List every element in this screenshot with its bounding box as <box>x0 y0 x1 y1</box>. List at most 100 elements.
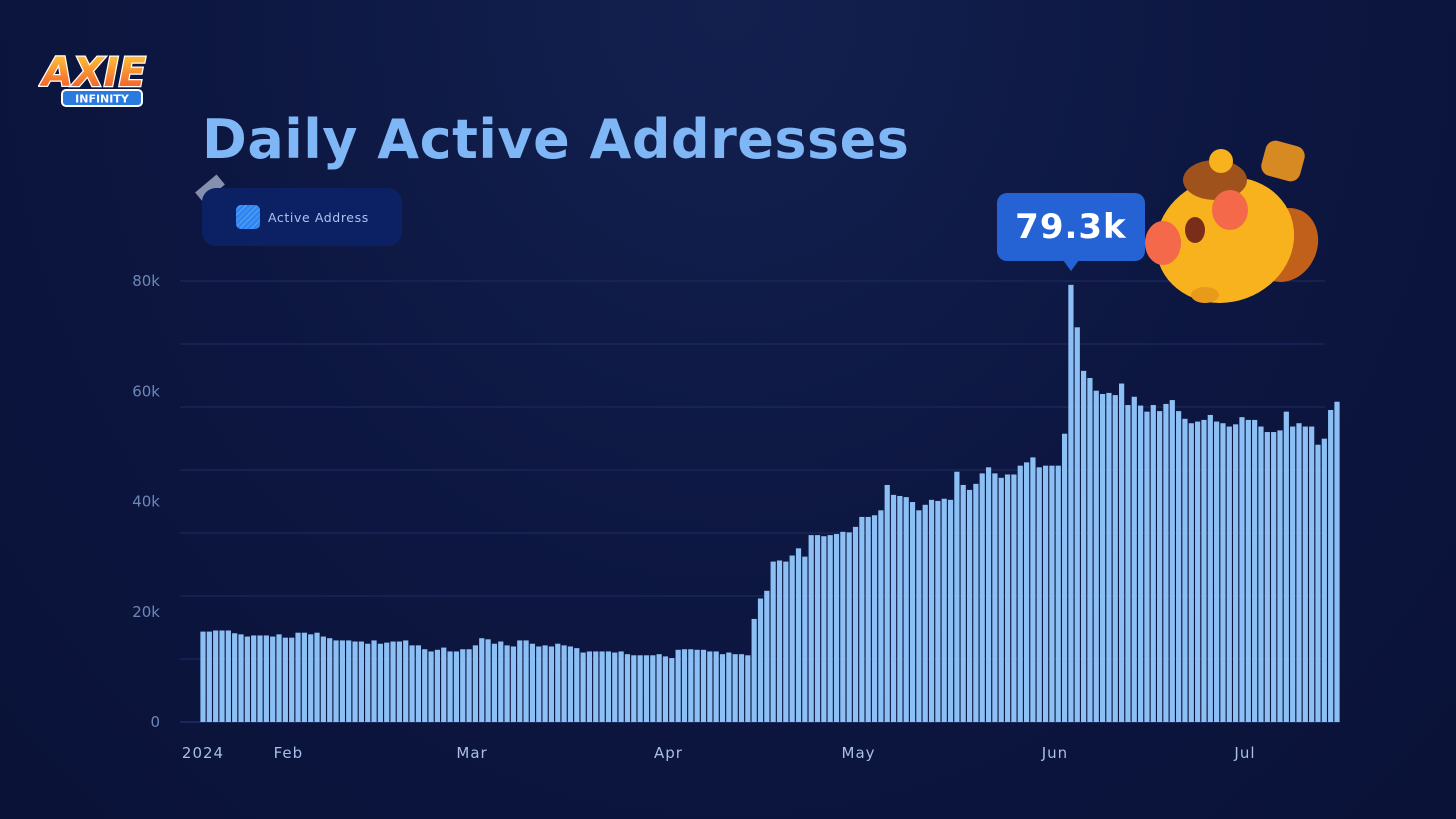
bar <box>966 489 973 722</box>
bar <box>580 652 586 722</box>
bar <box>1138 405 1144 722</box>
bar <box>270 636 276 722</box>
bar <box>814 535 821 722</box>
bar <box>1334 401 1340 722</box>
bar <box>1245 419 1251 722</box>
x-tick-label: Feb <box>274 744 304 762</box>
bar <box>979 473 985 722</box>
bar <box>536 646 542 722</box>
bar <box>1030 457 1036 722</box>
x-tick-label: Jun <box>1041 744 1068 762</box>
bar <box>1271 432 1277 722</box>
bar <box>884 484 890 722</box>
bar <box>333 640 339 722</box>
legend-swatch-icon <box>236 205 260 229</box>
bar <box>1023 462 1030 722</box>
bar <box>1106 392 1112 722</box>
bar <box>916 510 922 722</box>
bar <box>947 499 954 722</box>
logo-sub: INFINITY <box>75 93 130 106</box>
bar <box>859 516 865 722</box>
bar <box>561 645 567 722</box>
bar <box>795 548 802 722</box>
bar <box>504 645 510 722</box>
bar <box>390 641 396 722</box>
bar <box>567 646 574 722</box>
bar <box>694 649 700 722</box>
bar <box>346 640 352 722</box>
bar <box>878 510 884 722</box>
bar <box>1163 403 1169 722</box>
bar <box>1017 465 1023 722</box>
bar <box>1195 421 1201 722</box>
chart-title: Daily Active Addresses <box>202 108 910 171</box>
y-tick-label: 0 <box>150 713 160 731</box>
bar <box>1150 405 1156 722</box>
bar <box>1169 400 1175 722</box>
bar <box>529 643 536 722</box>
bar <box>719 654 726 722</box>
bar <box>802 556 808 722</box>
bar <box>675 649 681 722</box>
peak-tooltip: 79.3k <box>996 192 1145 271</box>
bar <box>783 561 789 722</box>
bar <box>308 634 314 722</box>
bar <box>650 655 656 722</box>
bar <box>738 654 745 722</box>
bar <box>441 647 447 722</box>
bar <box>460 649 466 722</box>
bar <box>669 658 675 722</box>
bar <box>656 654 662 722</box>
bar <box>472 645 479 722</box>
bar <box>1087 378 1093 722</box>
bar <box>434 649 441 722</box>
bar <box>409 645 415 722</box>
bar <box>941 498 947 722</box>
bar <box>808 535 814 722</box>
bar <box>998 477 1004 722</box>
bar <box>1290 426 1296 722</box>
bar <box>1074 327 1080 722</box>
bar <box>1321 438 1327 722</box>
x-tick-label: Mar <box>456 744 487 762</box>
bar <box>1214 421 1220 722</box>
bar <box>1258 426 1264 722</box>
legend-label: Active Address <box>268 209 369 225</box>
bar <box>1055 465 1061 722</box>
bar <box>909 502 916 722</box>
bar <box>713 651 719 722</box>
x-tick-label: Jul <box>1233 744 1255 762</box>
bar <box>352 641 358 722</box>
bar <box>688 649 694 722</box>
bar <box>263 635 269 722</box>
bar <box>935 500 941 722</box>
bar <box>770 561 776 722</box>
bar <box>1036 467 1042 722</box>
bar <box>827 535 833 722</box>
bar <box>1207 414 1213 722</box>
bar <box>428 651 434 722</box>
bar <box>282 637 288 722</box>
bar <box>1061 433 1068 722</box>
bar <box>1176 411 1182 722</box>
bar <box>612 652 618 722</box>
bar <box>574 648 580 722</box>
bar <box>618 651 624 722</box>
bar <box>764 590 770 722</box>
bar <box>295 632 301 722</box>
bar <box>314 632 320 722</box>
bar <box>1099 394 1106 722</box>
bar <box>479 638 485 722</box>
bar <box>1049 465 1055 722</box>
bar <box>1004 474 1011 722</box>
bar <box>985 467 992 722</box>
bar <box>548 646 555 722</box>
bar <box>821 536 827 722</box>
bar <box>244 636 250 722</box>
y-tick-label: 60k <box>132 382 160 400</box>
bar <box>1226 426 1232 722</box>
bar <box>327 638 333 722</box>
bar <box>403 640 409 722</box>
bar <box>491 643 498 722</box>
bar <box>447 651 453 722</box>
